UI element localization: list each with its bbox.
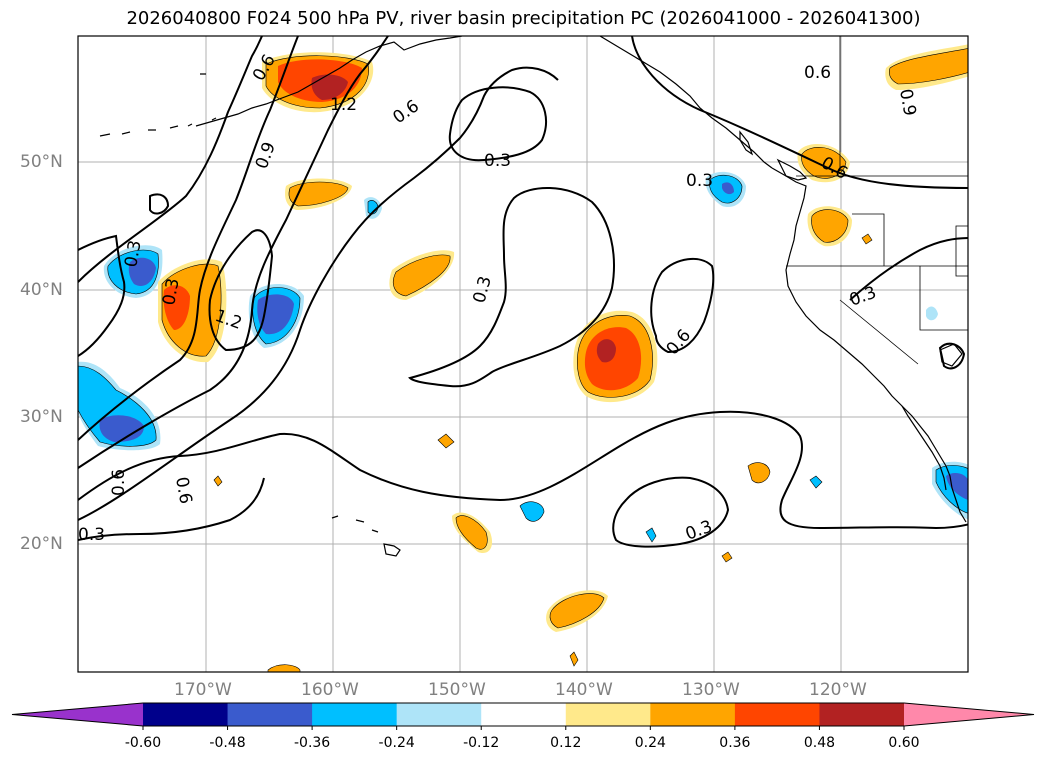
- contour-label: 0.6: [389, 96, 423, 128]
- precip-positive-blob: [437, 433, 455, 449]
- colorbar-tick-label: -0.12: [463, 735, 500, 751]
- lon-label-150w: 150°W: [428, 680, 486, 700]
- lon-label-140w: 140°W: [555, 680, 613, 700]
- colorbar-tick-label: 0.48: [803, 735, 836, 751]
- pv-contour: [650, 257, 715, 354]
- contour-label: 0.3: [470, 274, 496, 305]
- state-borders: [786, 36, 968, 365]
- precip-positive-blob: [163, 285, 190, 330]
- baja-coastline: [901, 405, 947, 491]
- precip-positive-blob: [888, 48, 968, 85]
- pv-contour: [78, 36, 389, 469]
- precip-shading: [78, 44, 968, 672]
- lat-label-50n: 50°N: [20, 152, 63, 172]
- precip-negative-blob: [946, 473, 968, 500]
- contour-label: 1.2: [330, 95, 357, 115]
- precip-positive-blob: [747, 462, 771, 484]
- colorbar-tick-label: -0.24: [378, 735, 415, 751]
- pv-contour: [448, 86, 547, 162]
- coastlines: [99, 36, 968, 557]
- lat-label-40n: 40°N: [20, 280, 63, 300]
- lon-label-130w: 130°W: [682, 680, 740, 700]
- colorbar-tick-label: 0.24: [634, 735, 666, 751]
- pv-contour: [78, 66, 559, 521]
- precip-negative-blob: [809, 475, 823, 489]
- haida-gwaii: [739, 130, 754, 156]
- pv-contour: [612, 476, 730, 548]
- vancouver-island: [776, 158, 808, 181]
- precip-negative-blob: [99, 415, 144, 442]
- pv-contour: [78, 36, 299, 441]
- pv-contour: [408, 187, 615, 388]
- map-frame: [77, 35, 969, 673]
- colorbar-tick-label: -0.60: [124, 735, 162, 751]
- aleutian-islands: [99, 73, 217, 137]
- pv-contour: [849, 237, 968, 301]
- lat-label-30n: 30°N: [20, 407, 63, 427]
- precip-negative-blob: [519, 501, 545, 522]
- precip-negative-blob: [128, 257, 156, 287]
- contour-label: 0.6: [804, 63, 831, 83]
- pv-contour: [149, 193, 170, 215]
- pv-contour: [208, 229, 274, 352]
- pv-contour: [78, 234, 126, 357]
- contour-label: 0.3: [484, 151, 511, 171]
- colorbar-tick-label: -0.36: [293, 735, 331, 751]
- pv-contour: [78, 477, 265, 541]
- pv-contour: [938, 342, 966, 370]
- pv-contours: [78, 36, 968, 548]
- lon-label-120w: 120°W: [809, 680, 867, 700]
- precip-positive-blob: [288, 181, 349, 207]
- colorbar-tick-label: 0.36: [719, 735, 751, 751]
- pv-contour: [78, 36, 263, 283]
- pv-contour: [631, 36, 968, 189]
- contour-label: 0.6: [109, 469, 129, 496]
- precip-positive-blob: [861, 233, 873, 245]
- map-title: 2026040800 F024 500 hPa PV, river basin …: [126, 8, 921, 29]
- precip-positive-blob: [393, 254, 451, 297]
- colorbar-tick-label: 0.60: [888, 735, 920, 751]
- precip-positive-blob: [549, 593, 605, 629]
- pv-contour: [78, 410, 968, 530]
- contour-label: 0.3: [686, 171, 713, 191]
- contour-label: 0.6: [171, 475, 195, 505]
- precip-positive-blob: [721, 551, 733, 563]
- contour-label: 0.3: [78, 525, 105, 545]
- precip-positive-blob: [455, 515, 488, 550]
- precip-positive-blob: [311, 74, 348, 100]
- alaska-coastline: [195, 36, 463, 127]
- precip-positive-blob: [267, 664, 301, 672]
- lon-label-170w: 170°W: [174, 680, 232, 700]
- precip-positive-blob: [811, 209, 849, 243]
- contour-label: 0.3: [121, 239, 145, 269]
- contour-label: 0.3: [683, 517, 715, 545]
- precip-positive-blob: [213, 475, 223, 487]
- north-america-coastline: [771, 167, 967, 523]
- precip-negative-blob: [645, 527, 657, 543]
- lat-label-20n: 20°N: [20, 534, 63, 554]
- lon-label-160w: 160°W: [301, 680, 359, 700]
- contour-label: 0.6: [663, 326, 696, 360]
- precip-positive-blob: [596, 339, 616, 363]
- precip-negative-blob: [722, 182, 734, 195]
- precip-negative-blob: [926, 306, 938, 321]
- contour-label: 0.3: [159, 277, 183, 307]
- hawaii-islands: [331, 515, 401, 557]
- contour-label: 0.9: [895, 87, 919, 117]
- contour-label: 0.3: [847, 283, 879, 311]
- precip-positive-blob: [569, 651, 579, 667]
- colorbar-tick-label: -0.48: [209, 735, 246, 751]
- colorbar-tick-label: 0.12: [550, 735, 582, 751]
